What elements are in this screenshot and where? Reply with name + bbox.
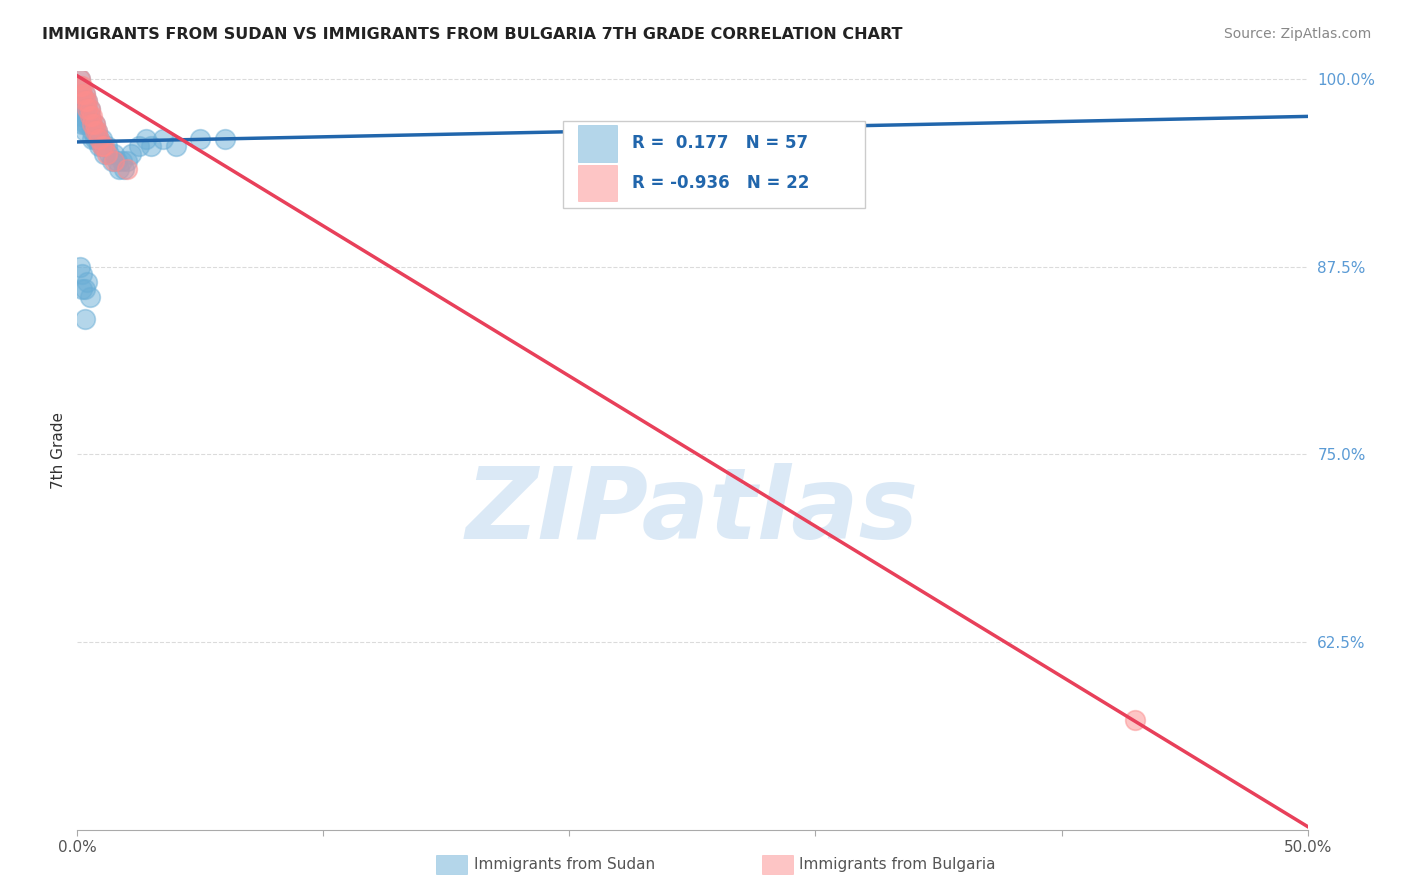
Point bbox=[73, 117, 96, 131]
Point bbox=[76, 109, 98, 123]
Point bbox=[1125, 713, 1147, 727]
Point bbox=[111, 154, 132, 169]
Text: Immigrants from Bulgaria: Immigrants from Bulgaria bbox=[799, 857, 995, 871]
Point bbox=[103, 147, 125, 161]
Point bbox=[82, 124, 104, 138]
Point bbox=[121, 147, 143, 161]
Point bbox=[76, 102, 98, 116]
FancyBboxPatch shape bbox=[578, 125, 617, 161]
Point bbox=[83, 132, 105, 146]
Point bbox=[214, 132, 236, 146]
Point bbox=[141, 139, 163, 153]
Point bbox=[86, 132, 108, 146]
Text: R =  0.177   N = 57: R = 0.177 N = 57 bbox=[633, 135, 808, 153]
Point bbox=[83, 117, 105, 131]
Point bbox=[69, 79, 91, 94]
Point bbox=[90, 139, 114, 153]
Point bbox=[73, 102, 96, 116]
Point bbox=[83, 117, 105, 131]
Point bbox=[73, 312, 96, 326]
Point bbox=[73, 95, 96, 109]
Point bbox=[76, 275, 98, 289]
Point bbox=[76, 117, 98, 131]
Point bbox=[152, 132, 174, 146]
Point bbox=[76, 95, 98, 109]
Point bbox=[93, 147, 115, 161]
Point bbox=[165, 139, 187, 153]
Point bbox=[93, 139, 115, 153]
Text: R = -0.936   N = 22: R = -0.936 N = 22 bbox=[633, 174, 810, 192]
Y-axis label: 7th Grade: 7th Grade bbox=[51, 412, 66, 489]
Point bbox=[70, 87, 93, 101]
Point bbox=[79, 109, 101, 123]
Point bbox=[79, 102, 101, 116]
Text: Source: ZipAtlas.com: Source: ZipAtlas.com bbox=[1223, 27, 1371, 41]
Point bbox=[82, 109, 104, 123]
Text: ZIPatlas: ZIPatlas bbox=[465, 463, 920, 559]
Point bbox=[128, 139, 150, 153]
Point bbox=[70, 95, 93, 109]
Point bbox=[70, 79, 93, 94]
Text: Immigrants from Sudan: Immigrants from Sudan bbox=[474, 857, 655, 871]
Point bbox=[70, 117, 93, 131]
Point bbox=[89, 132, 111, 146]
Point bbox=[112, 161, 135, 176]
Point bbox=[73, 87, 96, 101]
Point bbox=[70, 267, 93, 281]
Point bbox=[76, 95, 98, 109]
Point bbox=[73, 282, 96, 296]
Point bbox=[96, 147, 118, 161]
Point bbox=[73, 124, 96, 138]
Point bbox=[79, 102, 101, 116]
Point bbox=[73, 95, 96, 109]
Point bbox=[90, 132, 114, 146]
Point bbox=[82, 132, 104, 146]
Point bbox=[70, 109, 93, 123]
Point bbox=[79, 109, 101, 123]
Point bbox=[82, 117, 104, 131]
Point bbox=[69, 260, 91, 274]
Point bbox=[96, 139, 118, 153]
Point bbox=[115, 154, 138, 169]
Point bbox=[69, 79, 91, 94]
Point bbox=[69, 71, 91, 86]
Point bbox=[86, 124, 108, 138]
Point bbox=[73, 109, 96, 123]
Point bbox=[188, 132, 212, 146]
Point bbox=[90, 139, 114, 153]
Point bbox=[70, 282, 93, 296]
Point bbox=[135, 132, 157, 146]
Point bbox=[101, 154, 124, 169]
Point bbox=[115, 161, 138, 176]
Point bbox=[103, 154, 125, 169]
Point bbox=[73, 87, 96, 101]
Point bbox=[76, 102, 98, 116]
Point bbox=[105, 154, 128, 169]
Point bbox=[79, 117, 101, 131]
Point bbox=[82, 117, 104, 131]
Point bbox=[108, 161, 131, 176]
Point bbox=[83, 124, 105, 138]
Point bbox=[70, 87, 93, 101]
FancyBboxPatch shape bbox=[564, 120, 865, 208]
Point bbox=[89, 132, 111, 146]
Point bbox=[83, 124, 105, 138]
Point bbox=[69, 71, 91, 86]
Point bbox=[79, 289, 101, 303]
Text: IMMIGRANTS FROM SUDAN VS IMMIGRANTS FROM BULGARIA 7TH GRADE CORRELATION CHART: IMMIGRANTS FROM SUDAN VS IMMIGRANTS FROM… bbox=[42, 27, 903, 42]
Point bbox=[70, 102, 93, 116]
Point bbox=[89, 139, 111, 153]
Point bbox=[86, 124, 108, 138]
Point bbox=[98, 147, 121, 161]
FancyBboxPatch shape bbox=[578, 165, 617, 201]
